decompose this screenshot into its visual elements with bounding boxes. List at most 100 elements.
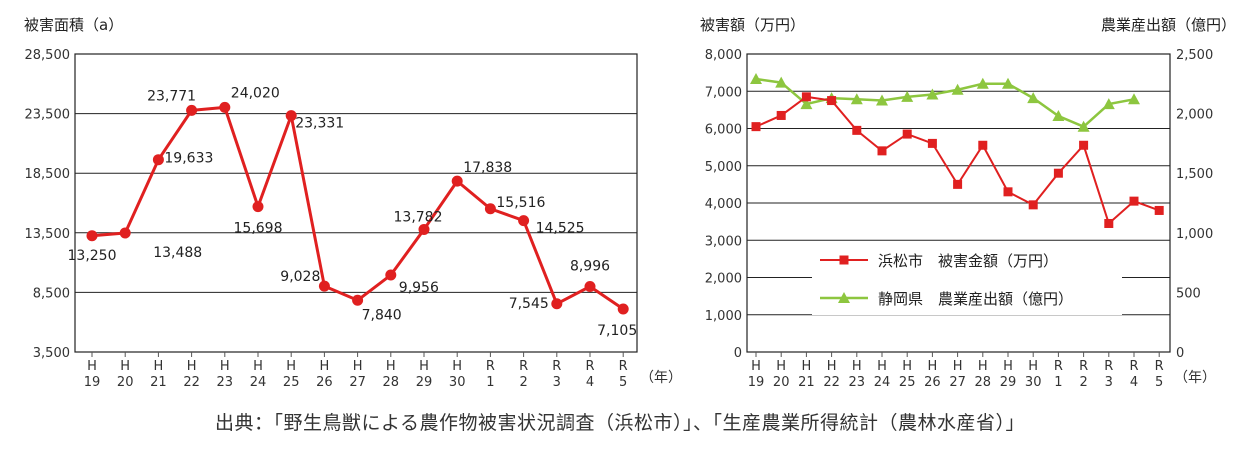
y-tick-label: 8,500 [33, 286, 70, 301]
data-point [219, 101, 231, 113]
x-tick-era: R [1054, 359, 1063, 374]
data-point [584, 280, 596, 292]
data-point [352, 294, 364, 306]
data-point [518, 215, 530, 227]
x-tick-year: 2 [1079, 375, 1087, 390]
data-label: 13,488 [153, 245, 202, 261]
x-tick-era: H [452, 359, 462, 374]
data-point [617, 303, 629, 315]
x-tick-year: 19 [84, 375, 101, 390]
x-tick-era: H [928, 359, 938, 374]
data-label: 23,331 [295, 116, 344, 132]
x-tick-year: 5 [1155, 375, 1163, 390]
data-point [451, 175, 463, 187]
y-tick-label-left: 2,000 [705, 272, 742, 287]
data-label: 14,525 [536, 221, 585, 237]
x-tick-year: 27 [349, 375, 366, 390]
data-point [186, 104, 198, 116]
plot-frame [74, 53, 638, 353]
data-point-production [1102, 98, 1115, 110]
data-point-damage-amount [978, 140, 988, 150]
data-point [385, 269, 397, 281]
data-point-production [800, 98, 813, 110]
x-tick-era: H [852, 359, 862, 374]
x-tick-year: 30 [1025, 375, 1042, 390]
x-tick-year: 29 [1000, 375, 1017, 390]
x-tick-year: 27 [949, 375, 966, 390]
data-point-damage-amount [1129, 196, 1139, 206]
y-tick-label-right: 500 [1176, 286, 1201, 301]
x-tick-year: 3 [553, 375, 561, 390]
x-tick-era: H [827, 359, 837, 374]
right-chart-damage-amount: 被害額（万円） 農業産出額（億円） 0 1,000 2,000 3,000 4,000 5,0… [700, 16, 1236, 390]
x-tick-era: H [802, 359, 812, 374]
x-tick-year: 25 [283, 375, 300, 390]
data-point-production [1128, 93, 1140, 105]
data-point-damage-amount [1154, 205, 1164, 215]
x-tick-year: 23 [849, 375, 866, 390]
x-tick-year: 22 [823, 375, 840, 390]
x-tick-era: R [486, 359, 495, 374]
series-line-damage-amount [755, 95, 1160, 226]
data-point [252, 201, 264, 213]
x-tick-year: 22 [183, 375, 200, 390]
y-tick-label-left: 7,000 [705, 85, 742, 100]
data-point [418, 223, 430, 235]
x-tick-era: H [120, 359, 130, 374]
data-label: 15,516 [496, 195, 545, 211]
data-point-production [976, 77, 989, 89]
y-tick-label-left: 0 [734, 346, 742, 361]
y-tick-label-right: 1,000 [1176, 227, 1213, 242]
x-tick-era: H [87, 359, 97, 374]
x-tick-year: 1 [486, 375, 494, 390]
data-point-damage-amount [827, 96, 837, 106]
x-tick-era: R [519, 359, 528, 374]
y-tick-label-left: 3,000 [705, 234, 742, 249]
x-tick-year: 1 [1054, 375, 1062, 390]
x-tick-era: H [1003, 359, 1013, 374]
data-point [285, 110, 297, 122]
data-point [152, 154, 164, 166]
x-tick-year: 29 [416, 375, 433, 390]
y-tick-label-left: 5,000 [705, 160, 742, 175]
data-label: 24,020 [231, 85, 280, 101]
x-axis-unit-label: （年） [1174, 370, 1216, 386]
data-point-damage-amount [801, 92, 811, 102]
data-point [484, 203, 496, 215]
y-tick-label: 28,500 [25, 48, 71, 63]
data-point [119, 227, 131, 239]
y-tick-label-right: 2,000 [1176, 108, 1213, 123]
x-tick-year: 23 [217, 375, 234, 390]
x-tick-year: 4 [1130, 375, 1138, 390]
data-point-production [1077, 120, 1090, 132]
x-tick-era: R [1129, 359, 1138, 374]
source-note: 出典：「野生鳥獣による農作物被害状況調査（浜松市）」、「生産農業所得統計（農林水… [215, 412, 1025, 434]
data-point-production [850, 93, 863, 105]
data-label: 23,771 [147, 88, 196, 104]
data-label: 7,105 [597, 323, 637, 339]
legend-label-production: 静岡県 農業産出額（億円） [878, 290, 1073, 308]
data-label: 13,782 [394, 209, 443, 225]
x-tick-era: H [253, 359, 263, 374]
data-label: 19,633 [164, 151, 213, 167]
x-tick-year: 21 [798, 375, 815, 390]
y-tick-label: 23,500 [25, 108, 71, 123]
x-tick-era: H [187, 359, 197, 374]
x-tick-era: R [1104, 359, 1113, 374]
x-tick-era: H [751, 359, 761, 374]
legend-label-damage-amount: 浜松市 被害金額（万円） [878, 252, 1058, 270]
x-tick-era: H [953, 359, 963, 374]
y-tick-label-left: 4,000 [705, 197, 742, 212]
y-axis-label: 被害面積（a） [24, 16, 123, 34]
x-tick-year: 24 [250, 375, 267, 390]
data-point-production [1027, 92, 1040, 104]
data-point-production [926, 88, 939, 100]
x-tick-era: H [902, 359, 912, 374]
x-tick-year: 20 [117, 375, 134, 390]
data-point-production [775, 76, 788, 88]
data-point-damage-amount [927, 138, 937, 148]
data-point-production [1002, 77, 1014, 89]
data-point-damage-amount [776, 110, 786, 120]
data-label: 17,838 [463, 160, 512, 176]
